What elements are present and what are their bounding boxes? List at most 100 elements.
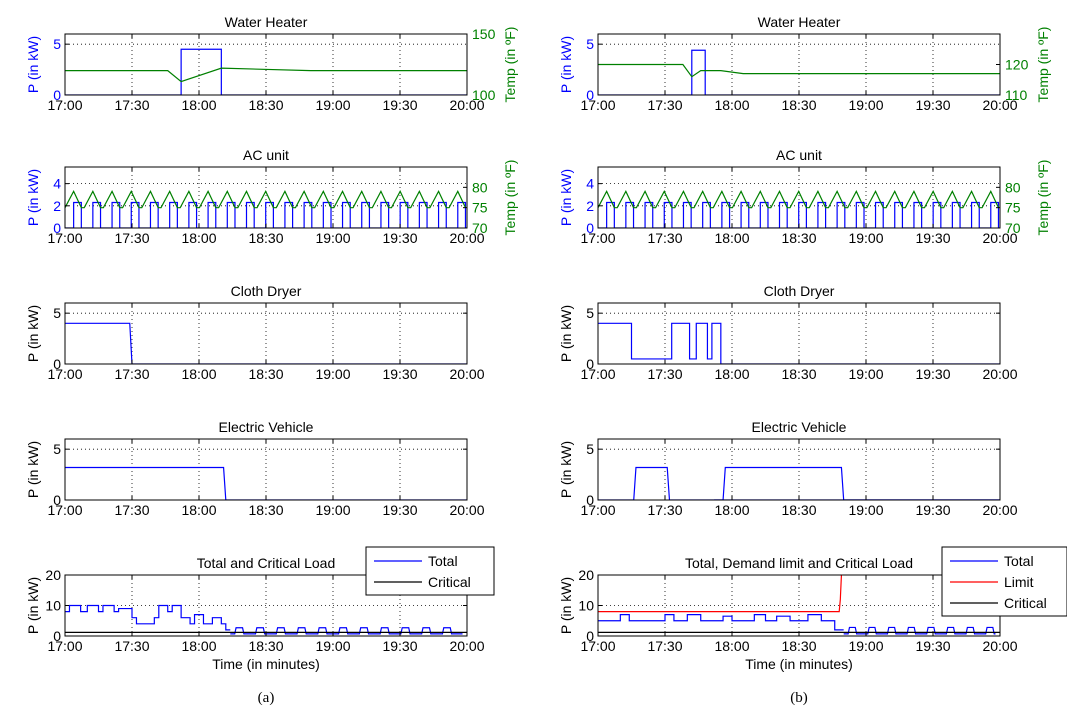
subplot-water-heater: 17:00 17:30 18:00 18:30 19:00 19:30 20:00 0 5 100… xyxy=(25,14,518,113)
y-axis-label: P (in kW) xyxy=(558,441,574,498)
temperature-series xyxy=(598,63,1000,78)
subplot-title: Cloth Dryer xyxy=(764,283,835,299)
x-tick-label: 20:00 xyxy=(982,97,1017,113)
y-tick-label: 0 xyxy=(586,87,594,103)
y2-tick-label: 100 xyxy=(472,87,496,103)
x-tick-label: 19:30 xyxy=(915,230,950,246)
subplot-cloth-dryer: 17:00 17:30 18:00 18:30 19:00 19:30 20:00 0 5 Clo… xyxy=(558,283,1018,382)
y-axis-label: P (in kW) xyxy=(25,441,41,498)
y-tick-label: 0 xyxy=(586,220,594,236)
subplot-electric-vehicle: 17:00 17:30 18:00 18:30 19:00 19:30 20:00 0 5 Ele… xyxy=(558,419,1018,518)
x-tick-label: 19:00 xyxy=(315,230,350,246)
y-tick-label: 10 xyxy=(578,598,594,614)
plot-area xyxy=(65,303,467,364)
x-tick-label: 17:30 xyxy=(647,638,682,654)
data-series xyxy=(65,48,467,95)
subplot-title: Water Heater xyxy=(225,14,308,30)
subplot-total-demand-limit-and-critical-load: 17:00 17:30 18:00 18:30 19:00 19:30 20:00 0 10 20… xyxy=(558,546,1067,672)
y-axis-label: P (in kW) xyxy=(558,169,574,226)
plot-area xyxy=(65,34,467,95)
data-series xyxy=(598,466,1000,500)
data-series xyxy=(598,49,1000,95)
y-tick-label: 0 xyxy=(586,628,594,644)
subplot-title: Electric Vehicle xyxy=(219,419,314,435)
x-tick-label: 18:30 xyxy=(781,97,816,113)
subplot-title: Total, Demand limit and Critical Load xyxy=(685,555,913,571)
subplot-total-and-critical-load: 17:00 17:30 18:00 18:30 19:00 19:30 20:00 0 10 20… xyxy=(25,546,495,672)
legend-label-critical: Critical xyxy=(1004,595,1047,611)
y-tick-label: 5 xyxy=(53,305,61,321)
y-tick-label: 5 xyxy=(586,305,594,321)
x-tick-label: 19:30 xyxy=(915,638,950,654)
x-axis-label: Time (in minutes) xyxy=(212,656,320,672)
x-tick-label: 17:30 xyxy=(114,230,149,246)
y2-tick-label: 70 xyxy=(472,220,488,236)
power-series xyxy=(65,604,231,631)
legend: Total Critical xyxy=(365,546,495,596)
x-tick-label: 18:30 xyxy=(781,366,816,382)
x-tick-label: 17:00 xyxy=(47,638,82,654)
subplot-water-heater: 17:00 17:30 18:00 18:30 19:00 19:30 20:00 0 5 110… xyxy=(558,14,1051,113)
y-tick-label: 4 xyxy=(53,176,61,192)
x-tick-label: 17:00 xyxy=(47,366,82,382)
x-tick-label: 18:30 xyxy=(248,230,283,246)
x-tick-label: 17:00 xyxy=(580,366,615,382)
plot-area xyxy=(65,439,467,500)
power-series xyxy=(714,466,1000,500)
x-tick-label: 18:30 xyxy=(248,97,283,113)
y-tick-label: 5 xyxy=(586,36,594,52)
x-tick-label: 18:00 xyxy=(181,97,216,113)
y-tick-label: 0 xyxy=(53,628,61,644)
x-tick-label: 17:00 xyxy=(580,502,615,518)
y-tick-label: 0 xyxy=(53,492,61,508)
x-tick-label: 17:00 xyxy=(47,502,82,518)
x-tick-label: 18:00 xyxy=(714,366,749,382)
data-series xyxy=(65,466,467,500)
power-series xyxy=(843,626,996,635)
x-tick-label: 20:00 xyxy=(982,366,1017,382)
x-tick-label: 19:30 xyxy=(382,366,417,382)
x-tick-label: 19:00 xyxy=(848,97,883,113)
y2-tick-label: 120 xyxy=(1005,57,1029,73)
subplot-title: Total and Critical Load xyxy=(197,555,336,571)
power-series xyxy=(598,201,1000,228)
subplot-title: AC unit xyxy=(776,147,822,163)
x-tick-label: 18:00 xyxy=(714,230,749,246)
x-tick-label: 20:00 xyxy=(449,97,484,113)
data-series xyxy=(598,322,1000,364)
y-axis-label: P (in kW) xyxy=(558,305,574,362)
y-tick-label: 2 xyxy=(586,198,594,214)
y2-tick-label: 80 xyxy=(1005,179,1021,195)
x-tick-label: 19:30 xyxy=(915,366,950,382)
y-tick-label: 0 xyxy=(53,220,61,236)
y-axis-label: P (in kW) xyxy=(25,305,41,362)
y-tick-label: 0 xyxy=(53,87,61,103)
subplot-ac-unit: 17:00 17:30 18:00 18:30 19:00 19:30 20:00 0 2 4 70… xyxy=(25,147,518,246)
y2-tick-label: 75 xyxy=(472,200,488,216)
y-tick-label: 0 xyxy=(586,356,594,372)
x-tick-label: 19:00 xyxy=(848,638,883,654)
limit-series xyxy=(598,575,843,613)
x-tick-label: 17:30 xyxy=(114,502,149,518)
power-series xyxy=(598,466,1000,500)
x-tick-label: 17:30 xyxy=(114,366,149,382)
y-tick-label: 20 xyxy=(45,567,61,583)
x-tick-label: 19:30 xyxy=(382,230,417,246)
y-axis-label: P (in kW) xyxy=(25,577,41,634)
x-tick-label: 17:30 xyxy=(114,97,149,113)
y-tick-label: 10 xyxy=(45,598,61,614)
x-tick-label: 19:00 xyxy=(315,638,350,654)
x-tick-label: 20:00 xyxy=(449,366,484,382)
subplot-ac-unit: 17:00 17:30 18:00 18:30 19:00 19:30 20:00 0 2 4 70… xyxy=(558,147,1051,246)
x-tick-label: 19:30 xyxy=(382,502,417,518)
subplot-title: Water Heater xyxy=(758,14,841,30)
x-tick-label: 18:00 xyxy=(714,97,749,113)
x-tick-label: 18:30 xyxy=(781,502,816,518)
x-tick-label: 17:30 xyxy=(647,366,682,382)
x-tick-label: 18:30 xyxy=(248,502,283,518)
x-tick-label: 20:00 xyxy=(449,502,484,518)
plot-area xyxy=(598,303,1000,364)
x-tick-label: 17:00 xyxy=(580,97,615,113)
x-tick-label: 17:30 xyxy=(647,97,682,113)
